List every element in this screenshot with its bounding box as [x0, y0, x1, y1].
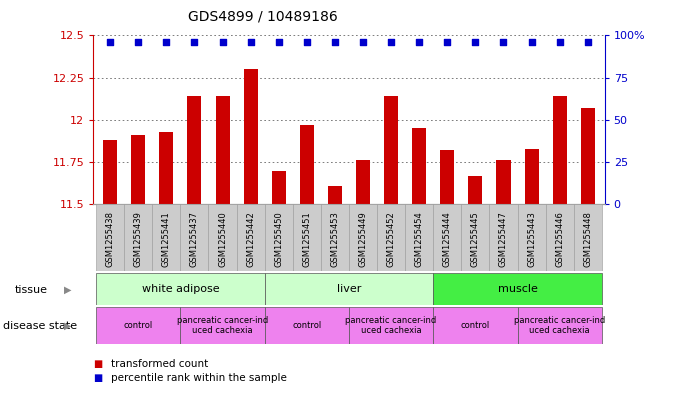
- Bar: [209, 204, 236, 271]
- Text: GSM1255451: GSM1255451: [302, 211, 312, 267]
- Point: [189, 39, 200, 45]
- Point: [357, 39, 368, 45]
- Bar: [265, 204, 293, 271]
- Text: white adipose: white adipose: [142, 284, 219, 294]
- Bar: [321, 204, 349, 271]
- Text: control: control: [461, 321, 490, 330]
- Bar: [180, 204, 209, 271]
- Bar: [328, 186, 342, 204]
- Bar: [546, 204, 574, 271]
- Text: GSM1255453: GSM1255453: [330, 211, 339, 267]
- Text: transformed count: transformed count: [111, 358, 208, 369]
- Bar: [433, 204, 462, 271]
- Point: [104, 39, 115, 45]
- Text: GSM1255447: GSM1255447: [499, 211, 508, 267]
- Text: GSM1255454: GSM1255454: [415, 211, 424, 267]
- Bar: [103, 140, 117, 204]
- Bar: [518, 204, 546, 271]
- Bar: [405, 204, 433, 271]
- Text: GSM1255440: GSM1255440: [218, 211, 227, 267]
- Text: ▶: ▶: [64, 285, 72, 295]
- Bar: [124, 204, 152, 271]
- Point: [161, 39, 172, 45]
- Bar: [433, 307, 518, 344]
- Bar: [96, 204, 124, 271]
- Text: disease state: disease state: [3, 321, 77, 331]
- Bar: [349, 204, 377, 271]
- Point: [498, 39, 509, 45]
- Text: GSM1255452: GSM1255452: [386, 211, 396, 267]
- Bar: [272, 171, 286, 204]
- Text: liver: liver: [337, 284, 361, 294]
- Point: [273, 39, 284, 45]
- Point: [554, 39, 565, 45]
- Text: ▶: ▶: [64, 321, 72, 331]
- Bar: [187, 96, 202, 204]
- Bar: [468, 176, 482, 204]
- Text: GSM1255445: GSM1255445: [471, 211, 480, 267]
- Text: percentile rank within the sample: percentile rank within the sample: [111, 373, 287, 384]
- Point: [330, 39, 341, 45]
- Text: GSM1255443: GSM1255443: [527, 211, 536, 267]
- Text: tissue: tissue: [15, 285, 48, 295]
- Bar: [152, 204, 180, 271]
- Bar: [384, 96, 398, 204]
- Text: GSM1255450: GSM1255450: [274, 211, 283, 267]
- Text: muscle: muscle: [498, 284, 538, 294]
- Bar: [236, 204, 265, 271]
- Bar: [553, 96, 567, 204]
- Point: [301, 39, 312, 45]
- Text: control: control: [124, 321, 153, 330]
- Bar: [440, 150, 454, 204]
- Text: pancreatic cancer-ind
uced cachexia: pancreatic cancer-ind uced cachexia: [346, 316, 437, 335]
- Point: [414, 39, 425, 45]
- Text: GSM1255448: GSM1255448: [583, 211, 592, 267]
- Bar: [496, 160, 511, 204]
- Bar: [265, 307, 349, 344]
- Point: [245, 39, 256, 45]
- Text: GSM1255439: GSM1255439: [134, 211, 143, 267]
- Bar: [356, 160, 370, 204]
- Point: [133, 39, 144, 45]
- Point: [386, 39, 397, 45]
- Text: control: control: [292, 321, 321, 330]
- Bar: [131, 135, 145, 204]
- Bar: [574, 204, 602, 271]
- Bar: [433, 273, 602, 305]
- Point: [470, 39, 481, 45]
- Bar: [524, 149, 538, 204]
- Text: ■: ■: [93, 358, 102, 369]
- Bar: [412, 129, 426, 204]
- Bar: [180, 307, 265, 344]
- Bar: [265, 273, 433, 305]
- Text: GSM1255444: GSM1255444: [443, 211, 452, 267]
- Text: GSM1255442: GSM1255442: [246, 211, 255, 267]
- Bar: [377, 204, 405, 271]
- Point: [526, 39, 537, 45]
- Bar: [160, 132, 173, 204]
- Point: [217, 39, 228, 45]
- Bar: [293, 204, 321, 271]
- Text: GSM1255437: GSM1255437: [190, 211, 199, 267]
- Text: GDS4899 / 10489186: GDS4899 / 10489186: [188, 10, 337, 24]
- Bar: [244, 69, 258, 204]
- Bar: [462, 204, 489, 271]
- Bar: [518, 307, 602, 344]
- Point: [583, 39, 594, 45]
- Bar: [300, 125, 314, 204]
- Text: ■: ■: [93, 373, 102, 384]
- Bar: [489, 204, 518, 271]
- Text: GSM1255446: GSM1255446: [555, 211, 564, 267]
- Point: [442, 39, 453, 45]
- Text: pancreatic cancer-ind
uced cachexia: pancreatic cancer-ind uced cachexia: [514, 316, 605, 335]
- Bar: [96, 307, 180, 344]
- Text: pancreatic cancer-ind
uced cachexia: pancreatic cancer-ind uced cachexia: [177, 316, 268, 335]
- Bar: [96, 273, 265, 305]
- Text: GSM1255438: GSM1255438: [106, 211, 115, 267]
- Bar: [349, 307, 433, 344]
- Text: GSM1255449: GSM1255449: [359, 211, 368, 267]
- Bar: [216, 96, 229, 204]
- Bar: [580, 108, 595, 204]
- Text: GSM1255441: GSM1255441: [162, 211, 171, 267]
